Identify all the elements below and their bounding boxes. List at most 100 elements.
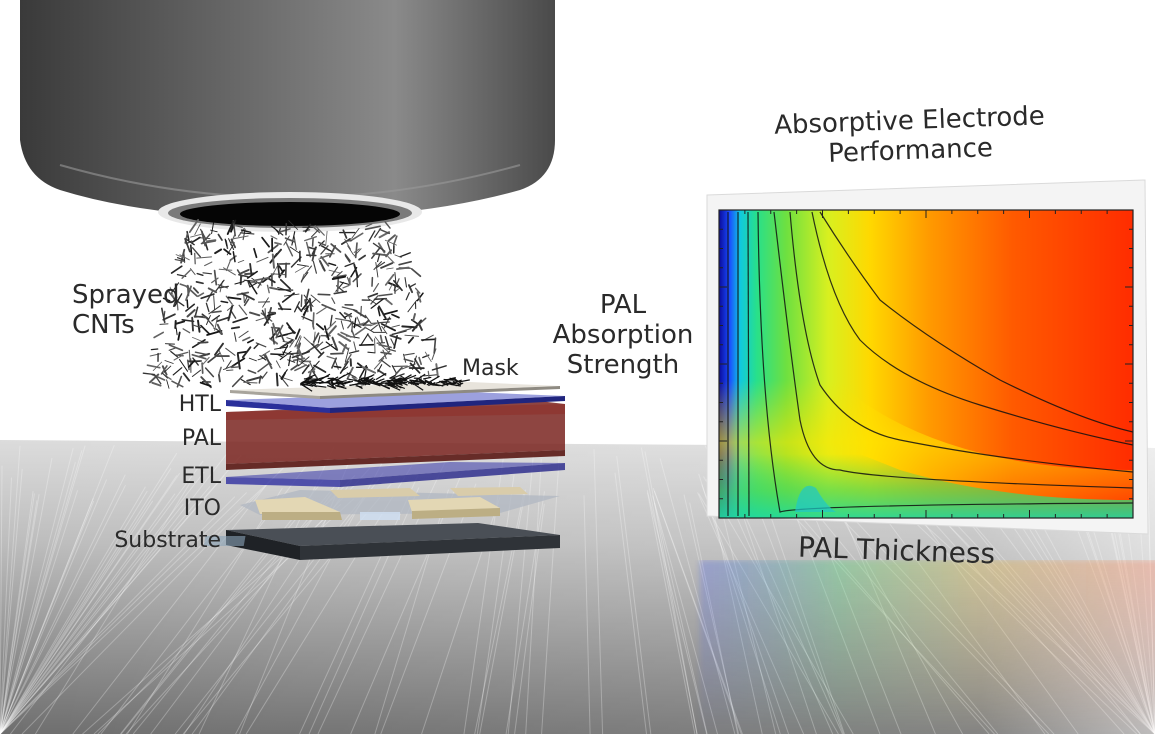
cnt-deposit-particle bbox=[301, 380, 310, 385]
cnt-particle bbox=[423, 374, 438, 377]
cnt-particle bbox=[417, 322, 423, 331]
cnt-particle bbox=[243, 293, 245, 304]
cnt-particle bbox=[410, 268, 422, 278]
cnt-particle bbox=[206, 239, 217, 243]
cnt-particle bbox=[367, 298, 377, 305]
cnt-particle bbox=[213, 269, 218, 286]
cnt-particle bbox=[300, 271, 309, 282]
cnt-particle bbox=[197, 292, 205, 298]
cnt-particle bbox=[354, 326, 367, 336]
cnt-particle bbox=[191, 369, 202, 378]
cnt-particle bbox=[384, 221, 391, 229]
cnt-particle bbox=[223, 248, 231, 255]
etl-layer bbox=[226, 462, 565, 487]
cnt-particle bbox=[210, 229, 218, 233]
cnt-particle bbox=[276, 262, 281, 279]
cnt-particle bbox=[318, 258, 324, 270]
cnt-deposit-particle bbox=[356, 384, 363, 390]
cnt-particle bbox=[204, 367, 215, 378]
cnt-particle bbox=[296, 305, 303, 313]
cnt-deposit-particle bbox=[321, 381, 332, 384]
cnt-deposit-particle bbox=[375, 379, 382, 384]
cnt-particle bbox=[218, 366, 222, 375]
cnt-particle bbox=[225, 360, 232, 370]
device-layer-stack bbox=[203, 372, 565, 560]
cnt-particle bbox=[159, 323, 169, 325]
cnt-particle bbox=[386, 267, 394, 270]
cnt-particle bbox=[179, 254, 190, 261]
cnt-particle bbox=[376, 342, 386, 344]
cnt-particle bbox=[353, 248, 362, 257]
cnt-particle bbox=[279, 278, 291, 290]
cnt-particle bbox=[232, 251, 236, 263]
cnt-particle bbox=[230, 366, 239, 369]
cnt-particle bbox=[163, 310, 166, 319]
cnt-particle bbox=[424, 351, 432, 363]
spray-nozzle bbox=[20, 0, 555, 232]
cnt-particle bbox=[261, 371, 268, 380]
cnt-particle bbox=[182, 372, 191, 382]
cnt-particle bbox=[403, 358, 414, 363]
cnt-particle bbox=[153, 331, 165, 339]
cnt-particle bbox=[257, 362, 270, 373]
cnt-particle bbox=[274, 241, 282, 246]
cnt-particle bbox=[380, 359, 391, 368]
y-axis-label-line3: Strength bbox=[566, 350, 680, 380]
cnt-deposit-particle bbox=[318, 373, 331, 382]
ito-layer bbox=[240, 487, 560, 520]
cnt-particle bbox=[266, 312, 277, 317]
cnt-particle bbox=[214, 279, 225, 293]
cnt-particle bbox=[247, 280, 251, 288]
cnt-particle bbox=[222, 364, 236, 371]
cnt-particle bbox=[177, 331, 181, 341]
cnt-particle bbox=[230, 326, 241, 330]
cnt-particle bbox=[198, 352, 211, 358]
cnt-particle bbox=[197, 319, 201, 333]
cnt-particle bbox=[420, 338, 436, 341]
cnt-particle bbox=[344, 347, 350, 363]
cnt-particle bbox=[325, 230, 328, 247]
cnt-particle bbox=[405, 292, 410, 301]
cnt-particle bbox=[431, 365, 447, 371]
mask-label: Mask bbox=[462, 356, 519, 381]
cnt-particle bbox=[407, 336, 415, 344]
cnt-particle bbox=[317, 241, 326, 246]
cnt-particle bbox=[205, 302, 210, 313]
cnt-particle bbox=[233, 332, 237, 342]
cnt-particle bbox=[225, 295, 233, 305]
etl-label: ETL bbox=[181, 464, 221, 489]
cnt-particle bbox=[404, 334, 420, 337]
cnt-particle bbox=[248, 357, 257, 362]
cnt-particle bbox=[378, 305, 387, 320]
cnt-particle bbox=[356, 316, 361, 325]
cnt-particle bbox=[387, 256, 395, 264]
cnt-deposit-particle bbox=[364, 375, 373, 379]
cnt-particle bbox=[275, 372, 279, 387]
cnt-particle bbox=[407, 284, 414, 294]
cnt-particle bbox=[153, 373, 162, 385]
cnt-particle bbox=[186, 230, 190, 241]
cnt-particle bbox=[174, 258, 186, 262]
cnt-particle bbox=[404, 277, 408, 288]
cnt-particle bbox=[416, 292, 424, 302]
cnt-particle bbox=[323, 325, 330, 341]
cnt-particle bbox=[305, 241, 312, 258]
cnt-particle bbox=[294, 364, 307, 372]
cnt-particle bbox=[239, 232, 255, 235]
cnt-particle bbox=[211, 314, 221, 322]
cnt-particle bbox=[341, 366, 349, 372]
cnt-particle bbox=[191, 353, 207, 360]
cnt-particle bbox=[171, 380, 184, 388]
htl-layer bbox=[226, 392, 565, 413]
cnt-particle bbox=[230, 238, 237, 249]
cnt-particle bbox=[333, 365, 342, 369]
cnt-particle bbox=[146, 364, 161, 369]
cnt-particle bbox=[267, 277, 276, 284]
cnt-particle bbox=[187, 359, 196, 368]
cnt-particle bbox=[373, 357, 385, 370]
cnt-particle bbox=[353, 248, 360, 253]
cnt-particle bbox=[367, 351, 376, 354]
cnt-particle bbox=[142, 372, 156, 376]
pal-layer bbox=[226, 400, 565, 470]
cnt-particle bbox=[282, 344, 289, 356]
